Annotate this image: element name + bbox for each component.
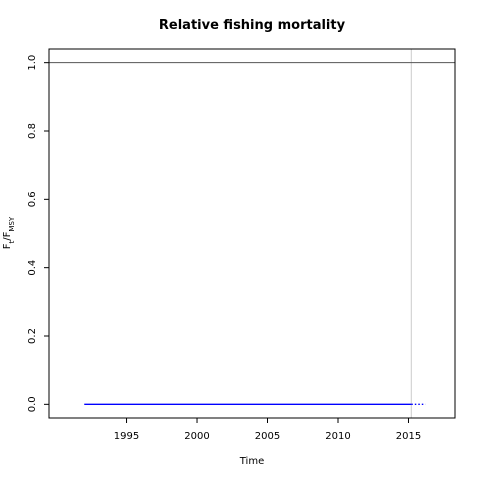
y-axis-label-slash: /F	[2, 231, 13, 240]
x-axis-label: Time	[239, 456, 264, 467]
y-tick-label: 0.2	[27, 328, 38, 344]
x-tick-label: 2015	[396, 431, 421, 442]
chart-title: Relative fishing mortality	[159, 18, 346, 33]
x-tick-label: 2010	[325, 431, 350, 442]
axes: 1995 2000 2005 2010 2015 0.0 0.2 0.4 0.6 0.8 1.0	[27, 55, 421, 442]
x-tick-label: 2000	[184, 431, 209, 442]
y-axis-label-sub-msy: MSY	[8, 216, 16, 231]
y-tick-label: 0.0	[27, 396, 38, 412]
plot-area	[49, 49, 455, 418]
y-axis-label-main: F	[2, 243, 13, 249]
y-tick-label: 0.4	[27, 260, 38, 276]
y-tick-label: 0.8	[27, 123, 38, 139]
y-tick-label: 0.6	[27, 191, 38, 207]
y-axis-label-sub-t: t	[8, 240, 16, 243]
y-tick-label: 1.0	[27, 55, 38, 71]
y-axis-label: Ft/FMSY	[2, 216, 16, 249]
plot-frame	[48, 48, 456, 419]
x-tick-label: 1995	[114, 431, 139, 442]
x-tick-label: 2005	[255, 431, 280, 442]
